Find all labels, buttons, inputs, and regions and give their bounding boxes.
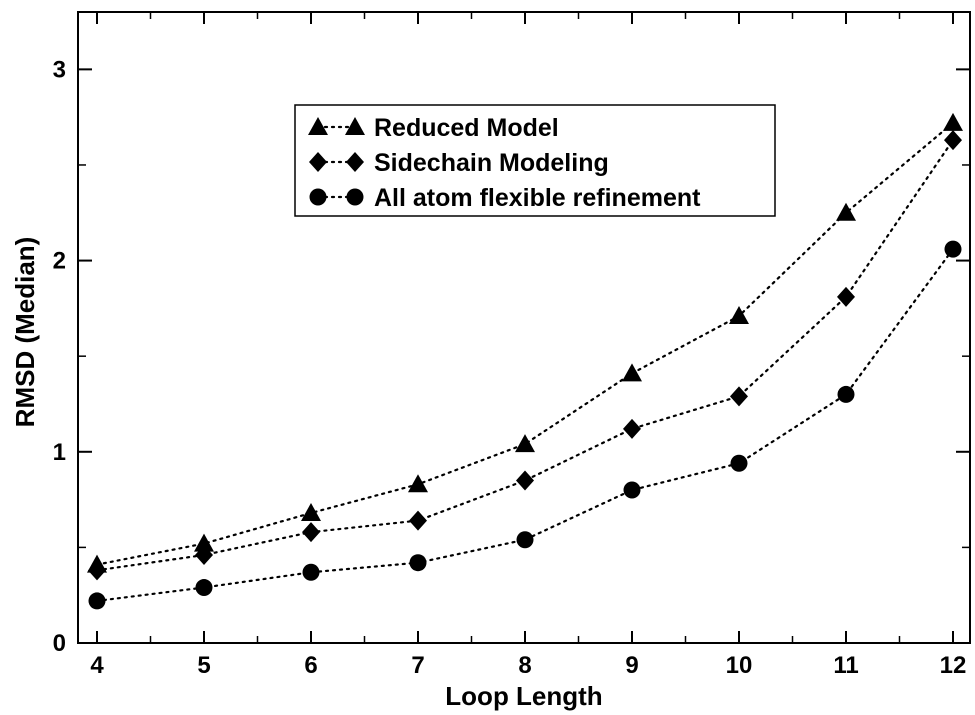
legend-label: All atom flexible refinement — [374, 184, 701, 212]
series-line — [95, 121, 955, 566]
data-point-circle — [195, 579, 213, 597]
y-tick-label: 3 — [53, 56, 66, 83]
legend-label: Sidechain Modeling — [374, 149, 609, 177]
x-tick-label: 11 — [833, 652, 858, 679]
data-point-triangle — [836, 202, 856, 221]
data-point-triangle — [943, 112, 963, 131]
y-tick-label: 0 — [53, 630, 66, 657]
data-point-triangle — [194, 533, 214, 552]
x-axis-ticks: 4 5 6 7 8 9 10 11 12 — [90, 12, 966, 679]
data-point-circle — [88, 592, 106, 610]
data-point-diamond — [409, 510, 427, 531]
data-point-triangle — [729, 306, 749, 325]
x-tick-label: 12 — [940, 652, 967, 679]
legend-marker-diamond — [346, 152, 364, 172]
data-point-triangle — [301, 502, 321, 521]
data-point-triangle — [515, 434, 535, 453]
y-axis-label: RMSD (Median) — [10, 237, 40, 428]
x-tick-label: 9 — [625, 652, 638, 679]
data-point-diamond — [88, 560, 106, 581]
series-layer — [87, 112, 963, 610]
y-axis-ticks: 0 1 2 3 — [53, 56, 970, 657]
data-point-circle — [409, 554, 427, 572]
data-point-triangle — [622, 363, 642, 382]
data-point-circle — [516, 531, 534, 549]
data-point-triangle — [408, 474, 428, 493]
x-tick-label: 8 — [518, 652, 531, 679]
data-point-diamond — [944, 130, 962, 151]
x-tick-label: 4 — [90, 652, 104, 679]
y-tick-label: 1 — [53, 439, 66, 466]
y-tick-label: 2 — [53, 248, 66, 275]
data-point-diamond — [302, 522, 320, 543]
x-tick-label: 5 — [197, 652, 210, 679]
data-point-circle — [302, 563, 320, 581]
data-point-diamond — [730, 386, 748, 407]
legend-marker-triangle — [308, 117, 328, 135]
legend-marker-diamond — [309, 152, 327, 172]
data-point-circle — [837, 385, 855, 403]
legend-label: Reduced Model — [374, 114, 559, 142]
legend: Reduced Model Sidechain Modeling All atom … — [294, 104, 776, 217]
data-point-circle — [944, 240, 962, 258]
data-point-diamond — [623, 418, 641, 439]
legend-marker-circle — [346, 188, 364, 206]
data-point-circle — [623, 481, 641, 499]
data-point-diamond — [837, 286, 855, 307]
data-point-diamond — [195, 545, 213, 566]
x-tick-label: 6 — [304, 652, 317, 679]
x-axis-label: Loop Length — [445, 681, 602, 711]
data-point-diamond — [516, 470, 534, 491]
data-point-circle — [730, 454, 748, 472]
legend-marker-triangle — [345, 117, 365, 135]
x-tick-label: 10 — [726, 652, 753, 679]
x-tick-label: 7 — [411, 652, 424, 679]
legend-box — [294, 104, 776, 217]
legend-marker-circle — [309, 188, 327, 206]
